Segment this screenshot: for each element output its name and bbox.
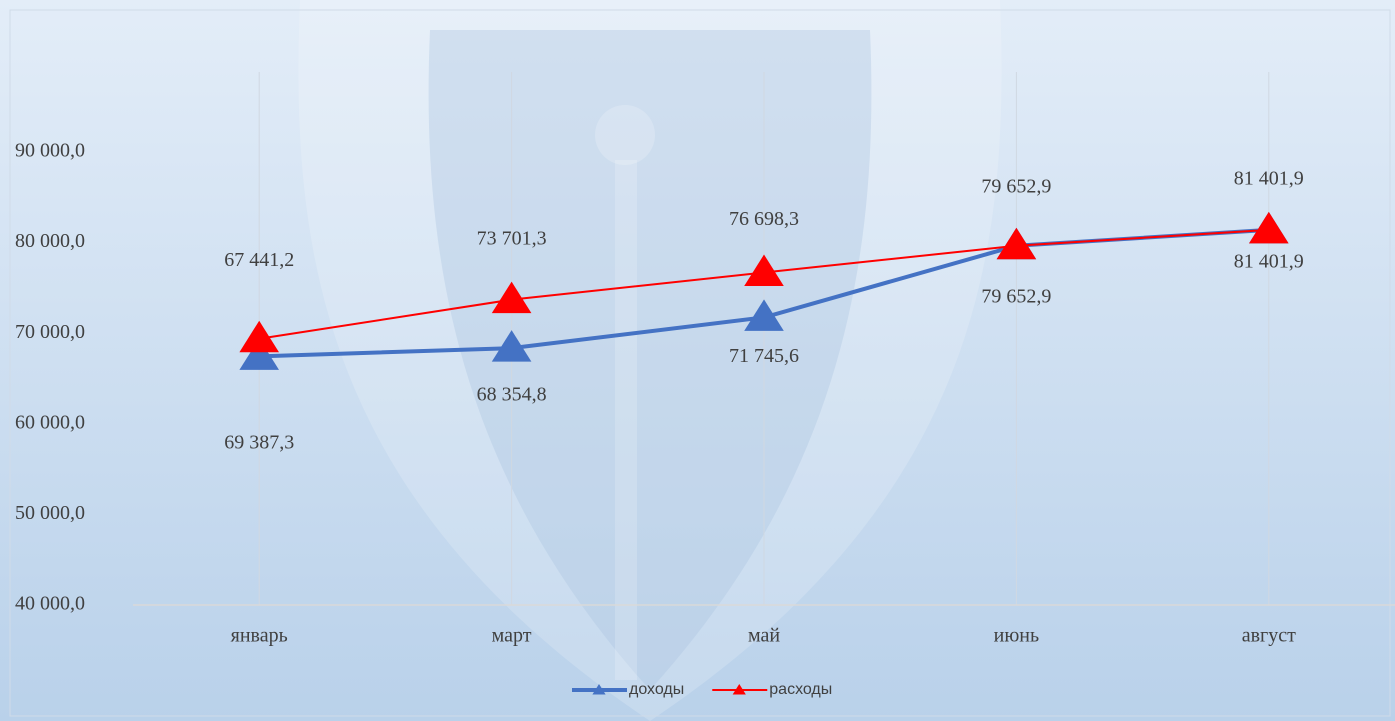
legend-label: доходы (629, 681, 684, 698)
y-tick-label: 60 000,0 (15, 411, 85, 433)
y-tick-label: 50 000,0 (15, 502, 85, 524)
y-tick-label: 90 000,0 (15, 140, 85, 162)
x-tick-label: май (748, 625, 780, 647)
x-tick-label: август (1242, 625, 1296, 647)
data-label: 69 387,3 (224, 431, 294, 453)
x-tick-label: июнь (994, 625, 1039, 647)
page: 40 000,0 50 000,0 60 000,0 70 000,0 80 000,0… (0, 0, 1395, 721)
data-label: 71 745,6 (729, 345, 799, 367)
chart: 40 000,0 50 000,0 60 000,0 70 000,0 80 000,0… (0, 0, 1395, 721)
x-tick-label: март (492, 625, 532, 647)
data-label: 67 441,2 (224, 249, 294, 271)
data-label: 73 701,3 (477, 227, 547, 249)
x-tick-label: январь (231, 625, 288, 647)
y-tick-label: 70 000,0 (15, 321, 85, 343)
data-label: 81 401,9 (1234, 167, 1304, 189)
data-label: 76 698,3 (729, 208, 799, 230)
watermark-knob (595, 105, 655, 165)
y-tick-label: 40 000,0 (15, 593, 85, 615)
legend-label: расходы (769, 681, 832, 698)
data-label: 68 354,8 (477, 384, 547, 406)
watermark-staff (615, 160, 637, 680)
data-label: 79 652,9 (981, 285, 1051, 307)
data-label: 81 401,9 (1234, 250, 1304, 272)
y-tick-label: 80 000,0 (15, 230, 85, 252)
data-label: 79 652,9 (981, 175, 1051, 197)
